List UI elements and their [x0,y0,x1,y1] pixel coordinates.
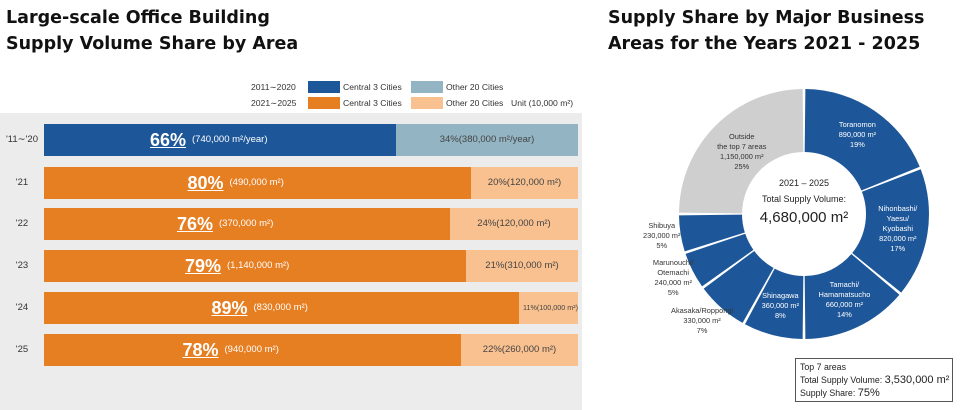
legend-swatch-central-2021 [308,97,340,109]
bar-other-label: 34%(380,000 m²/year) [439,134,535,145]
bar-central [44,208,450,240]
donut-slice [744,268,804,339]
bar-central-value: (370,000 m²) [219,218,274,229]
donut-slice [679,214,745,252]
y-tick-label: '24 [15,302,29,313]
bar-central [44,167,471,199]
bar-central-value: (740,000 m²/year) [192,134,268,145]
right-chart-title: Supply Share by Major Business Areas for… [608,8,925,54]
y-tick-label: '25 [15,344,29,355]
bar-central-percent: 80% [187,173,224,193]
bar-central [44,250,466,282]
y-tick-label: '11∼'20 [5,134,39,145]
top7-share-value: 75% [857,387,880,399]
bar-central-value: (490,000 m²) [229,177,284,188]
bar-other [450,208,578,240]
donut-slice-label: Nihonbashi/ Yaesu/ Kyobashi 820,000 m² 1… [878,203,918,253]
donut-center-total: 4,680,000 m² [759,209,849,226]
donut-slice-label: Shinagawa 360,000 m² 8% [761,291,800,320]
bar-other-label: 20%(120,000 m²) [487,177,562,188]
legend-period-2021: 2021∼2025 [251,98,297,108]
donut-slice-label: Marunouchi/ Otemachi 240,000 m² 5% [652,257,694,297]
y-tick-label: '22 [15,218,29,229]
donut-slice [703,250,774,323]
bar-central-percent: 66% [150,130,187,150]
donut-chart [679,89,929,339]
donut-slice [804,254,900,339]
donut-slice [685,233,754,287]
donut-slice-label: Akasaka/Roppongi 330,000 m² 7% [671,305,734,335]
donut-slice [679,89,804,214]
bar-central-percent: 78% [182,340,219,360]
bar-central-percent: 76% [177,214,214,234]
legend-other-2011: Other 20 Cities [446,82,504,92]
legend-period-2011: 2011∼2020 [251,82,296,92]
legend-central-2021: Central 3 Cities [343,98,402,108]
bar-central-value: (940,000 m²) [224,344,279,355]
legend-unit: Unit (10,000 m²) [511,98,574,108]
legend-swatch-other-2011 [411,81,443,93]
top7-share-label: Supply Share: [800,388,856,398]
bar-other [466,250,578,282]
top7-volume-row: Total Supply Volume: 3,530,000 m² [800,374,952,387]
bar-central-value: (830,000 m²) [253,302,308,313]
donut-slice-label: Shibuya 230,000 m² 5% [643,220,681,250]
top7-summary-box: Top 7 areas Total Supply Volume: 3,530,0… [795,358,953,402]
top7-volume-value: 3,530,000 m² [884,374,950,386]
y-tick-label: '23 [15,260,29,271]
bar-other [471,167,578,199]
top7-heading: Top 7 areas [800,362,846,372]
bar-other-label: 24%(120,000 m²) [477,218,551,229]
donut-slice [804,89,920,191]
bar-central-percent: 89% [211,298,248,318]
donut-center-period: 2021 – 2025 [778,178,830,188]
bar-central-percent: 79% [185,256,222,276]
donut-center-label: Total Supply Volume: [761,194,847,204]
bar-central-value: (1,140,000 m²) [227,260,290,271]
left-chart-title: Large-scale Office Building Supply Volum… [6,8,299,54]
bar-central [44,292,519,324]
bar-other [519,292,578,324]
legend-swatch-central-2011 [308,81,340,93]
donut-slice [852,169,929,293]
legend-swatch-other-2021 [411,97,443,109]
donut-slice-label: Toranomon 890,000 m² 19% [838,120,877,150]
bar-central [44,124,396,156]
bar-other-label: 11%(100,000 m²) [523,303,578,312]
y-tick-label: '21 [15,177,29,188]
top7-volume-label: Total Supply Volume: [800,375,883,385]
bar-other-label: 21%(310,000 m²) [485,260,559,271]
bar-other-label: 22%(260,000 m²) [482,344,557,355]
bar-other [396,124,578,156]
top7-share-row: Supply Share: 75% [800,387,952,400]
donut-slice-label: Tamachi/ Hamamatsucho 660,000 m² 14% [818,279,871,319]
legend-other-2021: Other 20 Cities [446,98,504,108]
bar-other [461,334,578,366]
donut-slice-label: Outside the top 7 areas 1,150,000 m² 25% [717,131,767,171]
bar-central [44,334,461,366]
legend-central-2011: Central 3 Cities [343,82,402,92]
